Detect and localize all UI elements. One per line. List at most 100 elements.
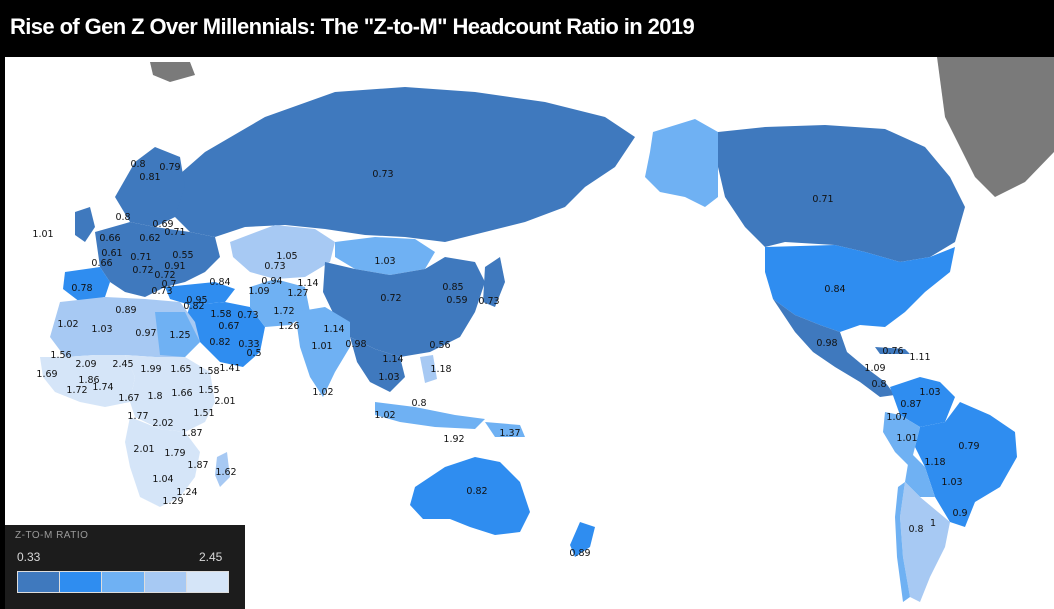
ratio-label: 1.14 [297,278,318,289]
region-india[interactable] [295,307,350,397]
ratio-label: 0.85 [442,282,463,293]
ratio-label: 2.01 [133,444,154,455]
region-europe[interactable] [95,222,220,297]
region-japan[interactable] [483,257,505,307]
ratio-label: 1.03 [91,324,112,335]
ratio-label: 1.24 [176,487,197,498]
region-spain[interactable] [63,267,110,302]
ratio-label: 1.58 [198,366,219,377]
ratio-label: 1.58 [210,309,231,320]
ratio-label: 1.18 [924,457,945,468]
ratio-label: 1.09 [248,286,269,297]
region-usa[interactable] [765,245,955,332]
region-madagascar[interactable] [215,452,230,487]
world-map: 0.73 0.71 0.84 0.98 0.76 1.11 1.09 0.8 1.03 0.87 1… [5,57,1054,609]
ratio-label: 0.79 [958,441,979,452]
ratio-label: 0.94 [261,276,282,287]
ratio-label: 0.5 [246,348,261,359]
ratio-label: 0.76 [882,346,903,357]
ratio-label: 0.66 [91,258,112,269]
region-turkey[interactable] [165,282,235,305]
ratio-label: 1.65 [170,364,191,375]
ratio-label: 0.8 [130,159,145,170]
ratio-label: 1.01 [311,341,332,352]
region-middle-east[interactable] [185,302,265,367]
region-argentina[interactable] [900,482,950,602]
ratio-label: 0.97 [135,328,156,339]
ratio-label: 1.72 [273,306,294,317]
ratio-label: 0.73 [237,310,258,321]
region-west-africa[interactable] [40,355,135,407]
ratio-label: 1.86 [78,375,99,386]
ratio-label: 0.73 [151,286,172,297]
legend-max-value: 2.45 [199,550,223,564]
ratio-label: 1.92 [443,434,464,445]
region-central-africa[interactable] [125,355,215,432]
ratio-label: 2.09 [75,359,96,370]
ratio-label: 1.72 [66,385,87,396]
region-alaska[interactable] [645,119,718,207]
ratio-label: 0.56 [429,340,450,351]
region-greenland [937,57,1054,197]
ratio-label: 1.09 [864,363,885,374]
region-brazil[interactable] [915,402,1017,527]
region-canada[interactable] [718,125,965,262]
ratio-label: 0.89 [115,305,136,316]
ratio-label: 0.84 [824,284,845,295]
ratio-label: 0.33 [238,339,259,350]
region-se-asia[interactable] [350,337,405,392]
region-scandinavia[interactable] [115,147,185,227]
legend-swatch [144,572,187,592]
ratio-label: 2.45 [112,359,133,370]
ratio-label: 0.87 [900,399,921,410]
region-philippines[interactable] [420,355,437,383]
ratio-label: 1.87 [181,428,202,439]
ratio-label: 1.56 [50,350,71,361]
ratio-label: 1.29 [162,496,183,507]
ratio-label: 0.73 [264,261,285,272]
region-australia[interactable] [410,457,530,535]
ratio-label: 1.02 [57,319,78,330]
ratio-label: 1.14 [323,324,344,335]
region-uk[interactable] [75,207,95,242]
region-new-zealand[interactable] [570,522,595,557]
ratio-label: 1.11 [909,352,930,363]
ratio-label: 1.01 [32,229,53,240]
ratio-label: 0.84 [209,277,230,288]
ratio-label: 1.99 [140,364,161,375]
ratio-label: 1.67 [118,393,139,404]
ratio-label: 1.02 [312,387,333,398]
region-cuba[interactable] [875,347,910,354]
legend-swatch [60,572,103,592]
region-colombia[interactable] [890,377,955,427]
region-indonesia[interactable] [375,402,485,429]
legend-swatch [102,572,145,592]
region-russia[interactable] [165,87,635,242]
region-china[interactable] [323,257,485,357]
region-bolivia[interactable] [905,452,935,497]
ratio-label: 1.41 [219,363,240,374]
ratio-label: 1.03 [378,372,399,383]
region-southern-africa[interactable] [125,417,200,507]
ratio-label: 1.69 [36,369,57,380]
region-mexico[interactable] [773,299,895,397]
region-mongolia[interactable] [335,237,435,275]
region-png[interactable] [485,422,525,437]
ratio-label: 1.07 [886,412,907,423]
ratio-label: 0.66 [99,233,120,244]
region-egypt[interactable] [155,312,200,357]
ratio-label: 1.66 [171,388,192,399]
ratio-label: 0.8 [871,379,886,390]
ratio-label: 0.98 [816,338,837,349]
ratio-label: 1.27 [287,288,308,299]
region-iran[interactable] [250,279,310,327]
region-chile[interactable] [895,482,910,602]
ratio-label: 0.95 [186,295,207,306]
legend-min-value: 0.33 [17,550,41,564]
ratio-label: 0.98 [345,339,366,350]
ratio-label: 1.8 [147,391,162,402]
region-kazakhstan[interactable] [230,225,335,279]
ratio-label: 1.03 [919,387,940,398]
ratio-label: 0.81 [139,172,160,183]
region-svalbard [150,62,195,82]
